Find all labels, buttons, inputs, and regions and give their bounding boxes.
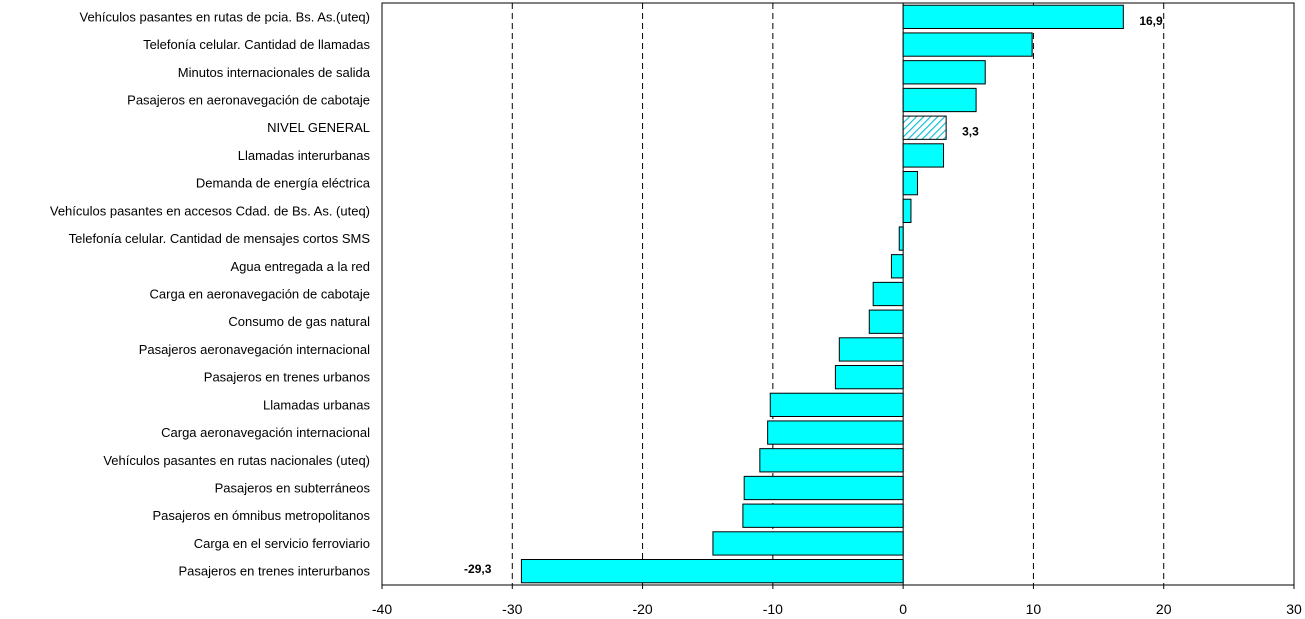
bar (902, 143, 945, 168)
x-tick-label: 0 (899, 601, 907, 617)
bar (838, 337, 904, 362)
x-tick-label: -20 (632, 601, 652, 617)
category-label: Demanda de energía eléctrica (196, 176, 371, 191)
bar (767, 420, 904, 445)
category-label: Minutos internacionales de salida (178, 65, 371, 80)
category-label: Agua entregada a la red (231, 259, 371, 274)
bar (872, 281, 904, 307)
bar (743, 475, 904, 501)
bar-highlight (902, 115, 947, 140)
bar (759, 448, 904, 473)
bar (902, 198, 912, 223)
category-label: Pasajeros en aeronavegación de cabotaje (127, 93, 370, 108)
category-label: Pasajeros en subterráneos (215, 481, 371, 496)
category-label: Vehículos pasantes en accesos Cdad. de B… (50, 203, 370, 218)
bar (742, 503, 904, 528)
category-label: Carga en aeronavegación de cabotaje (150, 287, 370, 302)
category-label: Pasajeros en ómnibus metropolitanos (152, 508, 370, 523)
bar (902, 171, 918, 196)
bar (834, 365, 904, 390)
category-label: Llamadas urbanas (263, 397, 370, 412)
x-tick-label: -30 (502, 601, 522, 617)
category-label: NIVEL GENERAL (267, 120, 370, 135)
bar (902, 32, 1033, 57)
category-label: Pasajeros en trenes urbanos (204, 370, 371, 385)
bars (520, 4, 1124, 584)
bar (712, 531, 904, 556)
bar (769, 392, 904, 417)
bar (902, 87, 977, 113)
x-tick-label: 30 (1286, 601, 1302, 617)
bar (902, 60, 986, 85)
category-labels: Vehículos pasantes en rutas de pcia. Bs.… (50, 9, 371, 578)
data-labels: 16,9 3,3 -29,3 (464, 14, 1163, 576)
data-label: -29,3 (464, 562, 492, 576)
x-tick-label: 20 (1156, 601, 1172, 617)
category-label: Vehículos pasantes en rutas de pcia. Bs.… (79, 9, 370, 24)
category-label: Llamadas interurbanas (238, 148, 371, 163)
category-label: Telefonía celular. Cantidad de mensajes … (69, 231, 371, 246)
x-tick-label: -10 (763, 601, 783, 617)
category-label: Consumo de gas natural (228, 314, 370, 329)
x-tick-label: -40 (372, 601, 392, 617)
bar (520, 559, 904, 584)
bar (890, 254, 904, 279)
x-tick-label: 10 (1026, 601, 1042, 617)
bar (902, 4, 1124, 29)
category-label: Pasajeros aeronavegación internacional (139, 342, 370, 357)
data-label: 3,3 (962, 125, 979, 139)
category-label: Vehículos pasantes en rutas nacionales (… (103, 453, 370, 468)
category-label: Pasajeros en trenes interurbanos (178, 564, 370, 579)
bar (868, 309, 904, 334)
category-label: Carga aeronavegación internacional (161, 425, 370, 440)
data-label: 16,9 (1139, 14, 1163, 28)
category-label: Carga en el servicio ferroviario (194, 536, 370, 551)
x-axis-ticks: -40 -30 -20 -10 0 10 20 30 (372, 585, 1302, 617)
category-label: Telefonía celular. Cantidad de llamadas (143, 37, 370, 52)
bar (898, 226, 904, 251)
